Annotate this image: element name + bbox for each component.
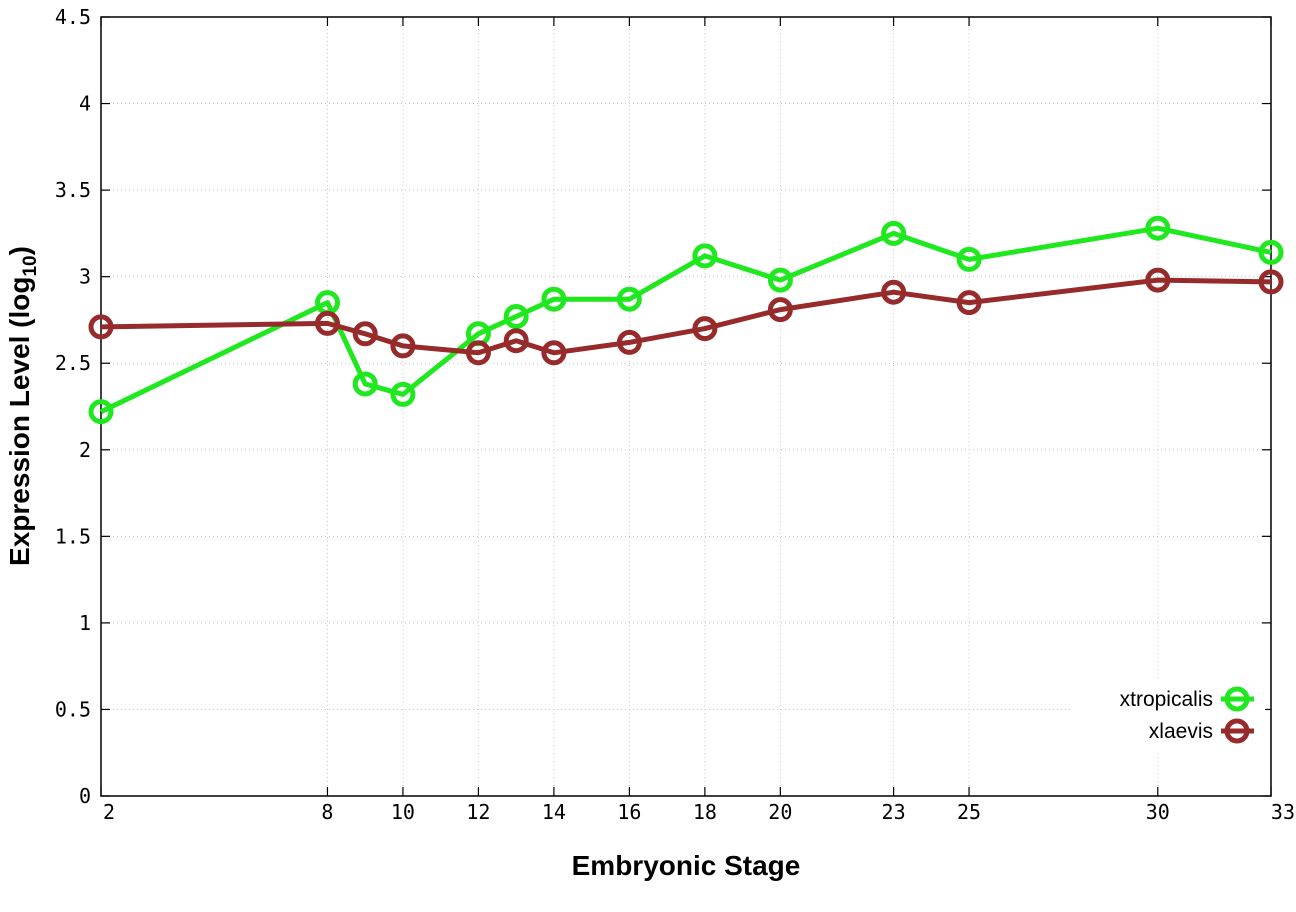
x-tick-label: 16 (617, 800, 641, 824)
y-tick-label: 2.5 (55, 351, 91, 375)
x-tick-label: 30 (1146, 800, 1170, 824)
data-point-xtropicalis (1258, 239, 1284, 265)
legend-marker-xlaevis (1224, 718, 1250, 744)
y-tick-label: 3.5 (55, 178, 91, 202)
x-tick-label: 12 (466, 800, 490, 824)
series-line-xlaevis (100, 277, 1272, 356)
grid-layer (101, 17, 1271, 796)
data-point-xlaevis (315, 310, 340, 336)
data-point-xlaevis (956, 290, 982, 316)
x-tick-label: 23 (882, 800, 906, 824)
data-point-xtropicalis (692, 243, 718, 269)
y-tick-label: 2 (79, 438, 91, 462)
data-point-xtropicalis (767, 267, 793, 293)
x-tick-label: 18 (693, 800, 717, 824)
x-tick-label: 10 (391, 800, 415, 824)
data-point-xtropicalis (390, 381, 416, 407)
ticks-layer: 0 0.5 1 1.5 2 2.5 3 3.5 4 4.5 2 8 10 12 14 16 18 20 23 25 30… (55, 5, 1295, 824)
series-layer (88, 215, 1284, 425)
plot-frame (100, 16, 1272, 797)
y-axis-title-close: ) (4, 246, 35, 255)
y-tick-label: 1 (79, 611, 91, 635)
data-point-xtropicalis (541, 286, 567, 312)
y-tick-label: 4.5 (55, 5, 91, 29)
y-tick-label: 0 (79, 784, 91, 808)
legend-label-xtropicalis: xtropicalis (1120, 688, 1213, 711)
series-xlaevis (88, 267, 1284, 366)
y-axis-title-subscript: 10 (20, 255, 41, 276)
data-point-xlaevis (541, 340, 567, 366)
data-point-xtropicalis (88, 399, 114, 425)
y-axis-title-main: Expression Level (log (4, 277, 35, 566)
x-tick-label: 20 (768, 800, 792, 824)
x-tick-label: 33 (1271, 800, 1295, 824)
data-point-xlaevis (1145, 267, 1171, 293)
legend-label-xlaevis: xlaevis (1149, 720, 1213, 743)
data-point-xlaevis (881, 279, 907, 305)
x-axis-title: Embryonic Stage (572, 850, 801, 881)
data-point-xlaevis (465, 340, 491, 366)
data-point-xtropicalis (881, 220, 907, 246)
data-point-xtropicalis (956, 246, 982, 272)
legend: xtropicalis xlaevis (1070, 680, 1265, 752)
data-point-xlaevis (692, 316, 718, 342)
data-point-xtropicalis (503, 304, 529, 329)
y-tick-label: 3 (79, 265, 91, 289)
y-axis-title: Expression Level (log10) (4, 246, 41, 566)
x-tick-label: 2 (103, 800, 115, 824)
y-tick-label: 1.5 (55, 524, 91, 548)
data-point-xtropicalis (616, 286, 642, 312)
data-point-xtropicalis (352, 371, 378, 397)
data-point-xtropicalis (1145, 215, 1171, 241)
legend-marker-xtropicalis (1224, 686, 1250, 712)
data-point-xlaevis (352, 321, 378, 347)
x-tick-label: 8 (321, 800, 333, 824)
y-tick-label: 4 (79, 92, 91, 116)
series-line-xtropicalis (99, 225, 1272, 414)
x-tick-label: 14 (542, 800, 566, 824)
x-tick-label: 25 (957, 800, 981, 824)
y-tick-label: 0.5 (55, 697, 91, 721)
series-xtropicalis (88, 215, 1284, 425)
data-point-xlaevis (1258, 269, 1284, 295)
data-point-xlaevis (88, 314, 114, 340)
data-point-xlaevis (503, 328, 529, 354)
data-point-xlaevis (390, 333, 416, 359)
data-point-xlaevis (616, 329, 642, 355)
data-point-xlaevis (767, 297, 793, 323)
